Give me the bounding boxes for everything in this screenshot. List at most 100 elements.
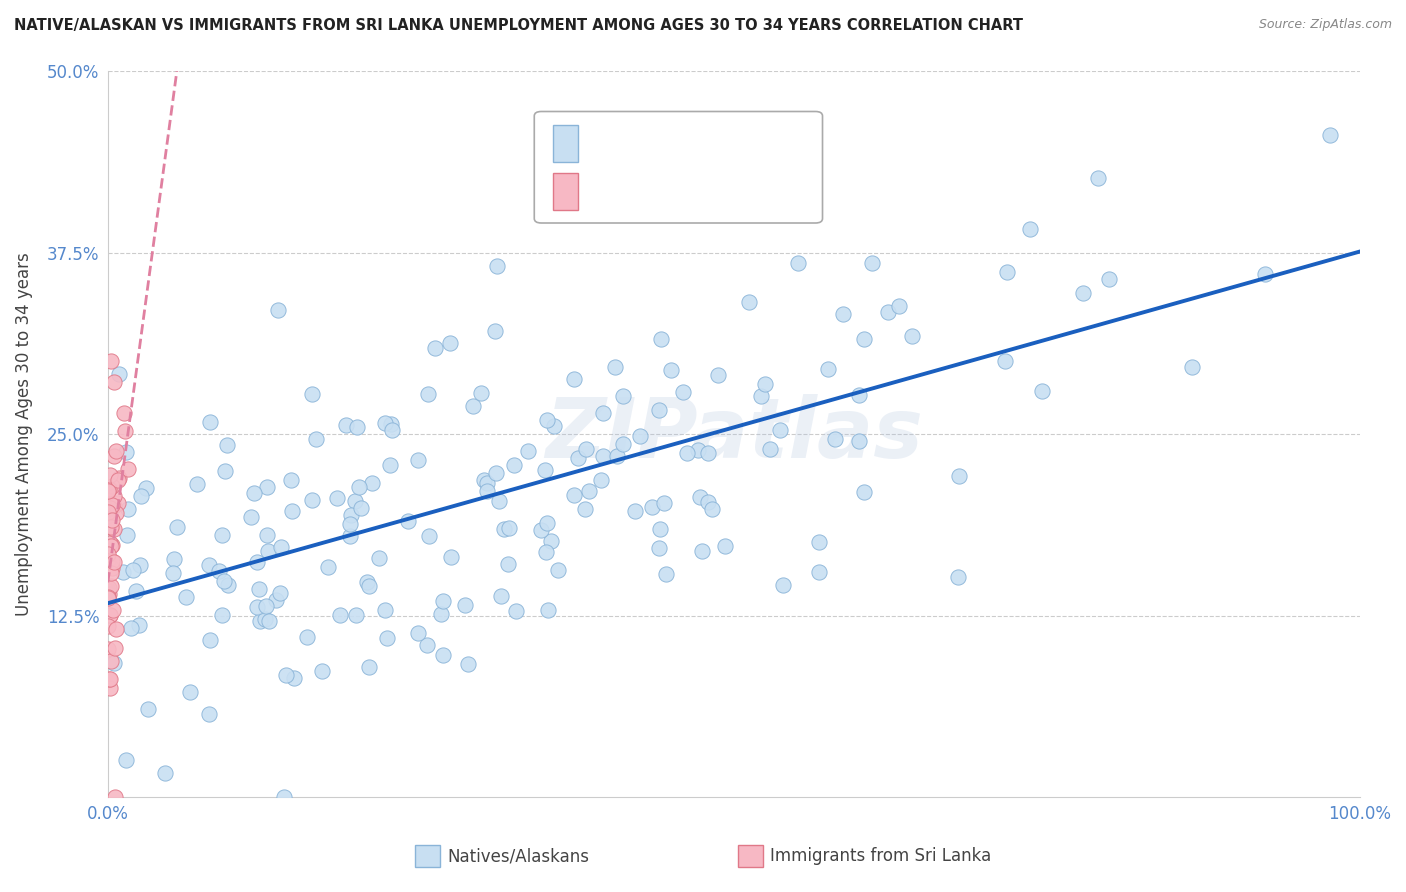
Point: [612, 389, 634, 403]
Point: [103, 489, 125, 503]
Point: [817, 361, 839, 376]
Text: Immigrants from Sri Lanka: Immigrants from Sri Lanka: [770, 847, 991, 865]
Point: [98, 672, 121, 686]
Point: [772, 578, 794, 592]
Point: [100, 579, 122, 593]
Point: [107, 474, 129, 488]
Point: [994, 354, 1017, 368]
Point: [396, 515, 419, 529]
Point: [254, 599, 277, 613]
Point: [848, 434, 870, 448]
Point: [267, 303, 290, 318]
Point: [536, 545, 558, 559]
Point: [117, 462, 139, 476]
Point: [375, 631, 398, 645]
Point: [486, 259, 509, 273]
Point: [335, 418, 357, 433]
Point: [125, 583, 148, 598]
Point: [648, 403, 671, 417]
Point: [472, 473, 495, 487]
Point: [98, 468, 121, 483]
Point: [429, 607, 451, 622]
Point: [714, 539, 737, 553]
Point: [877, 305, 900, 319]
Point: [101, 538, 124, 552]
Point: [97, 583, 120, 598]
Point: [564, 371, 586, 385]
Point: [120, 621, 142, 635]
Point: [254, 612, 277, 626]
Point: [98, 672, 121, 686]
Point: [648, 541, 671, 555]
Point: [406, 626, 429, 640]
Point: [496, 558, 519, 572]
Point: [484, 324, 506, 338]
Point: [356, 575, 378, 590]
Point: [848, 388, 870, 402]
Point: [100, 513, 122, 527]
Point: [824, 432, 846, 446]
Point: [97, 554, 120, 568]
Point: [686, 443, 709, 458]
Point: [494, 522, 516, 536]
Point: [689, 490, 711, 504]
Point: [114, 424, 136, 438]
Text: Natives/Alaskans: Natives/Alaskans: [447, 847, 589, 865]
Point: [997, 265, 1019, 279]
Point: [100, 354, 122, 368]
Point: [325, 491, 347, 505]
Point: [101, 554, 124, 568]
Point: [117, 502, 139, 516]
Point: [276, 668, 298, 682]
Point: [380, 417, 402, 431]
Point: [948, 469, 970, 483]
Point: [641, 500, 664, 514]
Point: [129, 489, 152, 503]
Point: [592, 406, 614, 420]
Point: [738, 295, 761, 310]
Point: [104, 641, 127, 656]
Point: [540, 534, 562, 549]
Point: [575, 442, 598, 456]
Point: [900, 329, 922, 343]
Point: [240, 509, 263, 524]
Point: [100, 654, 122, 668]
Point: [749, 388, 772, 402]
Point: [103, 375, 125, 389]
Text: NATIVE/ALASKAN VS IMMIGRANTS FROM SRI LANKA UNEMPLOYMENT AMONG AGES 30 TO 34 YEA: NATIVE/ALASKAN VS IMMIGRANTS FROM SRI LA…: [14, 18, 1024, 33]
Point: [101, 498, 124, 512]
Point: [103, 499, 125, 513]
Point: [567, 450, 589, 465]
Point: [498, 521, 520, 535]
Point: [107, 368, 129, 382]
Point: [103, 656, 125, 670]
Text: R = 0.567   N = 187: R = 0.567 N = 187: [586, 132, 768, 150]
Point: [98, 587, 121, 601]
Point: [432, 594, 454, 608]
Point: [787, 256, 810, 270]
Point: [612, 437, 634, 451]
Point: [214, 464, 236, 478]
Point: [484, 466, 506, 480]
Point: [100, 608, 122, 623]
Point: [305, 432, 328, 446]
Point: [852, 332, 875, 346]
Point: [707, 368, 730, 382]
Point: [672, 385, 695, 400]
Point: [517, 444, 540, 458]
Point: [606, 449, 628, 463]
Point: [889, 299, 911, 313]
Point: [103, 555, 125, 569]
Point: [104, 622, 127, 636]
Point: [1071, 285, 1094, 300]
Point: [488, 493, 510, 508]
Point: [256, 480, 278, 494]
Point: [946, 570, 969, 584]
Point: [340, 508, 363, 522]
Point: [440, 549, 463, 564]
Point: [339, 529, 361, 543]
Point: [1319, 128, 1341, 142]
Point: [281, 504, 304, 518]
Point: [533, 463, 555, 477]
Point: [675, 446, 697, 460]
